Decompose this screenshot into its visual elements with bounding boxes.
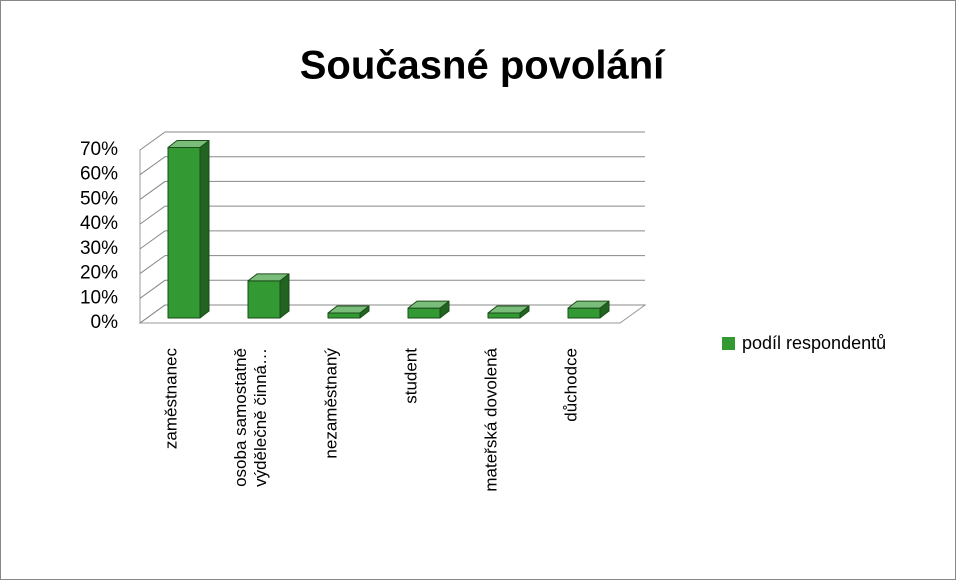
bar-top bbox=[487, 305, 530, 314]
bar bbox=[487, 305, 530, 319]
bar-front bbox=[327, 312, 361, 319]
x-tick-label: důchodce bbox=[561, 348, 580, 422]
bar bbox=[567, 300, 610, 319]
x-tick-label: osoba samostatněvýdělečně činná… bbox=[231, 348, 270, 487]
bar-side bbox=[199, 139, 210, 319]
x-tick-label: mateřská dovolená bbox=[481, 347, 500, 491]
bar-top bbox=[327, 305, 370, 314]
bar-top bbox=[567, 300, 610, 309]
grid-line bbox=[139, 304, 645, 324]
grid-line bbox=[139, 156, 645, 176]
bar-top bbox=[247, 273, 290, 282]
bar-side bbox=[279, 273, 290, 319]
bar bbox=[407, 300, 450, 319]
y-tick-label: 20% bbox=[80, 263, 118, 284]
bar-front bbox=[247, 280, 281, 319]
bar-front bbox=[167, 146, 201, 319]
chart-title: Současné povolání bbox=[300, 44, 666, 88]
bar-top bbox=[407, 300, 450, 309]
grid-line bbox=[139, 279, 645, 299]
y-tick-label: 60% bbox=[80, 164, 118, 185]
y-tick-label: 30% bbox=[80, 238, 118, 259]
x-tick-label: zaměstnanec bbox=[161, 348, 180, 450]
grid-line bbox=[139, 131, 645, 151]
legend-swatch bbox=[722, 337, 735, 350]
legend-label: podíl respondentů bbox=[742, 333, 886, 353]
bar-front bbox=[487, 312, 521, 319]
bar bbox=[247, 273, 290, 319]
y-tick-label: 40% bbox=[80, 213, 118, 234]
bar-front bbox=[567, 307, 601, 319]
y-tick-label: 50% bbox=[80, 188, 118, 209]
y-tick-label: 0% bbox=[91, 312, 119, 333]
bar-top bbox=[167, 139, 210, 148]
y-tick-label: 70% bbox=[80, 139, 118, 160]
x-tick-label: nezaměstnaný bbox=[321, 348, 340, 459]
grid-line bbox=[139, 205, 645, 225]
y-tick-label: 10% bbox=[80, 287, 118, 308]
bar bbox=[327, 305, 370, 319]
grid-line bbox=[139, 255, 645, 274]
x-tick-label: student bbox=[401, 348, 420, 404]
grid-line bbox=[139, 230, 645, 250]
bar-front bbox=[407, 307, 441, 319]
grid-line bbox=[139, 180, 645, 200]
bar bbox=[167, 139, 210, 319]
